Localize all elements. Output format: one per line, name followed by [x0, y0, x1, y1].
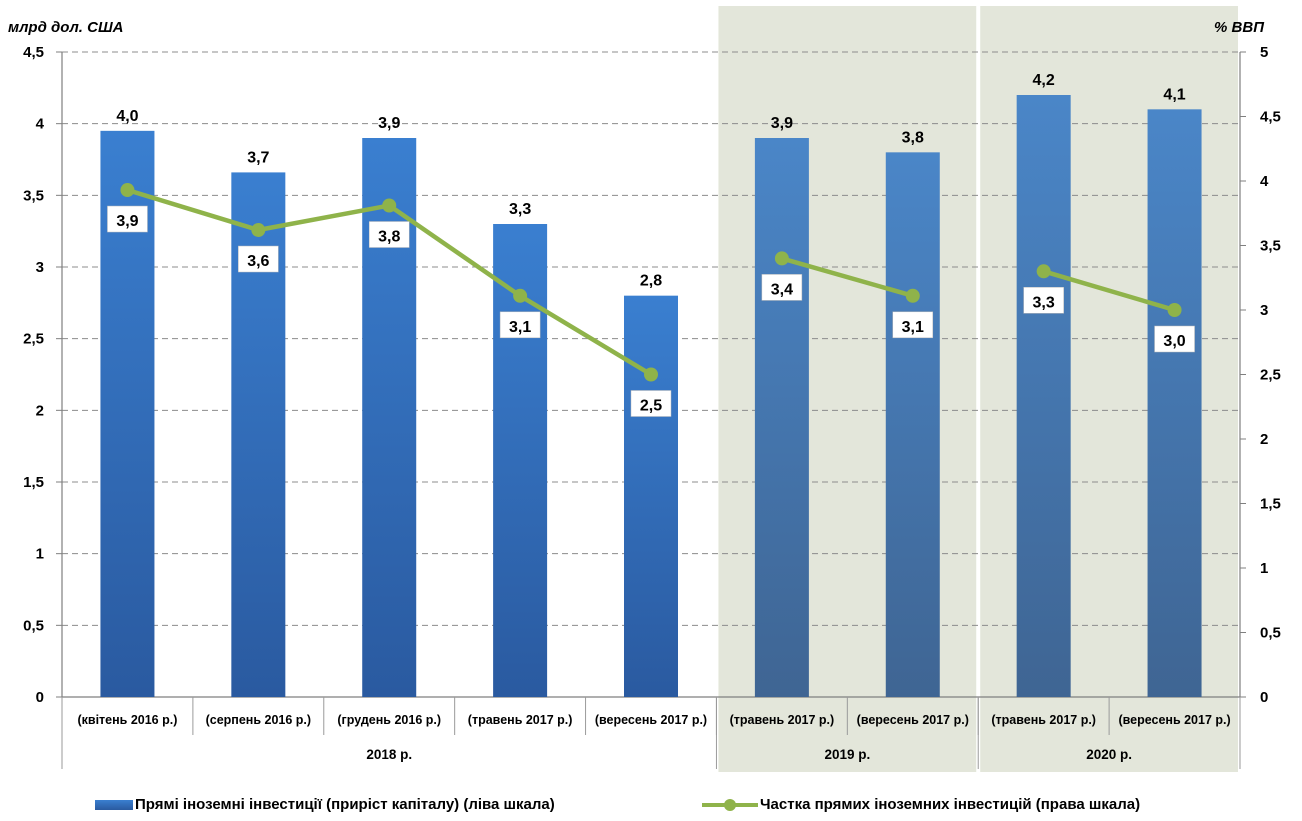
line-point-5	[774, 251, 789, 266]
bar-6	[885, 152, 940, 698]
line-label-box	[499, 311, 541, 339]
bar-value-label: 3,9	[771, 115, 793, 132]
right-tick-label: 4	[1260, 173, 1269, 190]
left-tick-label: 0,5	[23, 617, 44, 634]
line-point-3	[513, 288, 528, 303]
line-label-box	[892, 311, 934, 339]
right-axis-title: % ВВП	[1214, 19, 1265, 36]
chart-svg: 0 0,5 1 1,5 2 2,5 3 3,5 4 4,5 0 0,5 1 1,5 2 2,5 3 3,5 4 4,5…	[8, 6, 1281, 772]
left-axis-title: млрд дол. США	[8, 19, 123, 36]
right-tick-label: 1	[1260, 560, 1268, 577]
line-value-label: 3,8	[378, 229, 400, 246]
right-tick-label: 0,5	[1260, 625, 1281, 642]
line-point-2	[382, 198, 397, 213]
x-tick-label: (вересень 2017 р.)	[1118, 713, 1230, 727]
line-point-7	[1036, 264, 1051, 279]
right-tick-label: 4,5	[1260, 109, 1281, 126]
x-tick-label: (вересень 2017 р.)	[595, 713, 707, 727]
right-tick-label: 2,5	[1260, 367, 1281, 384]
line-label-box	[761, 274, 803, 301]
x-tick-label: (травень 2017 р.)	[730, 713, 835, 727]
legend-bar-swatch	[95, 799, 133, 810]
x-tick-label: (вересень 2017 р.)	[857, 713, 969, 727]
legend-item-bars: Прямі іноземні інвестиції (приріст капіт…	[95, 796, 555, 813]
line-value-label: 3,1	[509, 319, 531, 336]
left-tick-label: 2	[36, 402, 44, 419]
left-tick-label: 1,5	[23, 474, 44, 491]
group-label-1: 2019 р.	[824, 747, 870, 762]
line-value-label: 3,0	[1163, 333, 1185, 350]
line-segment-1	[781, 256, 914, 298]
x-tick-label: (грудень 2016 р.)	[337, 713, 441, 727]
left-tick-label: 1	[36, 546, 44, 563]
line-label-box	[1154, 325, 1195, 353]
line-label-box	[630, 390, 672, 417]
line-point-8	[1167, 303, 1182, 317]
right-tick-label: 3,5	[1260, 238, 1281, 255]
line-value-label: 3,1	[902, 319, 924, 336]
left-tick-label: 0	[36, 689, 44, 706]
right-tick-label: 5	[1260, 44, 1268, 61]
line-point-0	[120, 183, 135, 198]
legend-line-swatch	[702, 798, 758, 812]
group-label-2: 2020 р.	[1086, 747, 1132, 762]
bar-value-label: 4,1	[1163, 86, 1185, 103]
right-tick-label: 1,5	[1260, 496, 1281, 513]
bar-value-label: 3,8	[902, 129, 924, 146]
right-tick-label: 0	[1260, 689, 1268, 706]
left-tick-label: 2,5	[23, 331, 44, 348]
line-label-box	[238, 245, 279, 273]
bar-value-label: 3,9	[378, 115, 400, 132]
group-label-0: 2018 р.	[366, 747, 412, 762]
bar-4	[624, 295, 678, 697]
x-tick-label: (травень 2017 р.)	[991, 713, 1096, 727]
line-point-6	[905, 288, 920, 303]
bar-3	[493, 224, 548, 697]
left-tick-label: 4	[36, 116, 45, 133]
right-tick-label: 2	[1260, 431, 1268, 448]
bar-7	[1016, 95, 1071, 697]
left-tick-label: 3	[36, 259, 44, 276]
x-tick-label: (серпень 2016 р.)	[206, 713, 311, 727]
line-point-4	[644, 367, 658, 382]
legend-label-bars: Прямі іноземні інвестиції (приріст капіт…	[135, 796, 555, 813]
line-label-box	[368, 221, 410, 248]
bar-value-label: 2,8	[640, 273, 662, 290]
bar-value-label: 3,3	[509, 201, 531, 218]
x-tick-label: (травень 2017 р.)	[468, 713, 573, 727]
bar-5	[754, 138, 809, 697]
line-value-label: 3,4	[771, 281, 793, 298]
legend-item-line: Частка прямих іноземних інвестицій (прав…	[702, 796, 1140, 813]
line-value-label: 3,3	[1033, 294, 1055, 311]
x-tick-label: (квітень 2016 р.)	[77, 713, 177, 727]
chart-legend: Прямі іноземні інвестиції (приріст капіт…	[0, 796, 1302, 818]
line-value-label: 3,6	[247, 253, 269, 270]
line-label-box	[1023, 287, 1064, 314]
legend-label-line: Частка прямих іноземних інвестицій (прав…	[760, 796, 1141, 813]
line-value-label: 3,9	[116, 213, 138, 230]
bar-value-label: 4,0	[116, 108, 138, 125]
left-tick-label: 3,5	[23, 187, 44, 204]
line-point-1	[251, 223, 266, 238]
right-tick-label: 3	[1260, 302, 1268, 319]
bar-value-label: 3,7	[247, 149, 269, 166]
bar-value-label: 4,2	[1033, 72, 1055, 89]
line-segment-2	[1043, 269, 1176, 313]
line-label-box	[107, 205, 148, 233]
left-tick-label: 4,5	[23, 44, 44, 61]
bar-8	[1147, 109, 1202, 698]
line-value-label: 2,5	[640, 398, 662, 415]
